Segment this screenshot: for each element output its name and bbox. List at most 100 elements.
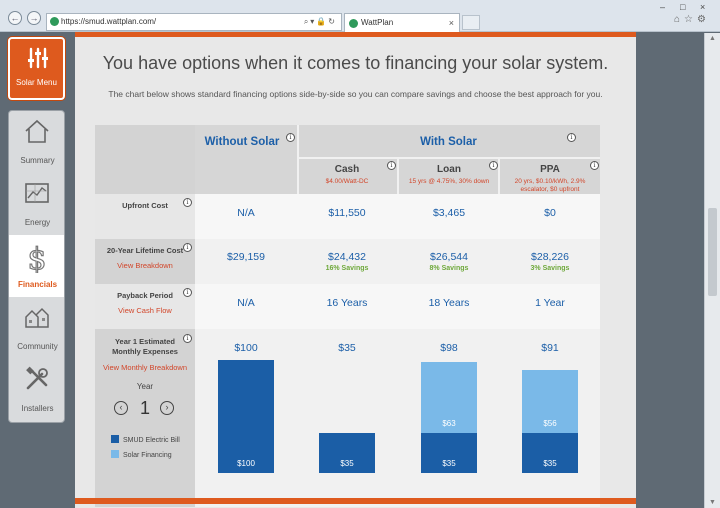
scroll-thumb[interactable]: [708, 208, 717, 296]
year-selector: ‹ 1 ›: [114, 398, 176, 418]
bar-value-label: $35: [421, 459, 477, 468]
page-description: The chart below shows standard financing…: [100, 88, 611, 100]
scroll-down-icon[interactable]: ▼: [709, 499, 716, 506]
bar-financing-loan: $63: [421, 362, 477, 433]
sliders-icon: [26, 46, 50, 70]
bar-electric-ppa: $35: [522, 433, 578, 473]
bottom-accent-bar: [75, 498, 636, 504]
monthly-loan: $98: [399, 342, 499, 354]
prev-year-button[interactable]: ‹: [114, 401, 128, 415]
info-icon[interactable]: i: [183, 288, 192, 297]
info-icon[interactable]: i: [567, 133, 576, 142]
legend-electric-bill: SMUD Electric Bill: [111, 435, 180, 444]
bar-value-label: $63: [421, 419, 477, 428]
lifetime-cash: $24,432: [297, 251, 397, 263]
bar-electric-loan: $35: [421, 433, 477, 473]
tab-favicon: [349, 19, 358, 28]
year-label: Year: [95, 382, 195, 391]
sidebar-item-installers[interactable]: Installers: [9, 359, 65, 421]
top-accent-bar: [75, 32, 636, 37]
address-tools-icon[interactable]: ⌕▾🔒↻: [304, 14, 337, 30]
monthly-without: $100: [196, 342, 296, 354]
payback-cash: 16 Years: [297, 297, 397, 309]
tab-close-icon[interactable]: ×: [449, 14, 454, 32]
community-icon: [23, 303, 51, 331]
header-without-solar: Without Solar: [199, 136, 285, 148]
view-cash-flow-link[interactable]: View Cash Flow: [95, 306, 195, 315]
payback-without: N/A: [196, 297, 296, 309]
lifetime-without: $29,159: [196, 251, 296, 263]
legend-label: SMUD Electric Bill: [123, 437, 180, 444]
legend-solar-financing: Solar Financing: [111, 450, 172, 459]
sidebar-item-label: Energy: [9, 218, 65, 227]
info-icon[interactable]: i: [590, 161, 599, 170]
upfront-ppa: $0: [500, 207, 600, 219]
browser-chrome: ← → https://smud.wattplan.com/ ⌕▾🔒↻ Watt…: [0, 0, 720, 32]
solar-menu-button[interactable]: Solar Menu: [8, 37, 65, 100]
tools-icon: [23, 365, 51, 393]
header-with-solar: With Solar: [297, 136, 600, 148]
header-ppa: PPA: [500, 164, 600, 175]
minimize-icon[interactable]: –: [660, 2, 665, 12]
lifetime-ppa: $28,226: [500, 251, 600, 263]
sidebar-item-label: Installers: [9, 404, 65, 413]
tab-title: WattPlan: [361, 18, 393, 27]
legend-swatch-financing: [111, 450, 119, 458]
view-monthly-breakdown-link[interactable]: View Monthly Breakdown: [93, 363, 197, 372]
new-tab-button[interactable]: [462, 15, 480, 30]
next-year-button[interactable]: ›: [160, 401, 174, 415]
bar-value-label: $35: [319, 459, 375, 468]
upfront-cash: $11,550: [297, 207, 397, 219]
back-button[interactable]: ←: [8, 11, 22, 25]
bar-financing-ppa: $56: [522, 370, 578, 433]
address-bar[interactable]: https://smud.wattplan.com/ ⌕▾🔒↻: [46, 13, 342, 31]
label-payback-period: Payback Period: [95, 291, 195, 301]
legend-swatch-electric: [111, 435, 119, 443]
sidebar-item-energy[interactable]: Energy: [9, 173, 65, 235]
sidebar-item-label: Community: [9, 342, 65, 351]
sidebar-item-summary[interactable]: Summary: [9, 111, 65, 173]
browser-tab[interactable]: WattPlan ×: [344, 13, 460, 32]
scroll-up-icon[interactable]: ▲: [709, 35, 716, 42]
info-icon[interactable]: i: [286, 133, 295, 142]
info-icon[interactable]: i: [387, 161, 396, 170]
url-text: https://smud.wattplan.com/: [61, 17, 156, 26]
scrollbar[interactable]: ▲ ▼: [704, 33, 720, 508]
label-upfront-cost: Upfront Cost: [95, 201, 195, 211]
label-monthly-expenses: Year 1 Estimated Monthly Expenses: [101, 337, 189, 357]
bar-electric-without-solar: $100: [218, 360, 274, 473]
ppa-terms: 20 yrs, $0.10/kWh, 2.9% escalator, $0 up…: [510, 178, 590, 194]
bar-value-label: $56: [522, 419, 578, 428]
info-icon[interactable]: i: [183, 243, 192, 252]
cash-savings: 16% Savings: [297, 265, 397, 272]
maximize-icon[interactable]: □: [680, 2, 685, 12]
browser-tools-icon[interactable]: ⌂☆⚙: [674, 14, 710, 25]
ppa-savings: 3% Savings: [500, 265, 600, 272]
info-icon[interactable]: i: [489, 161, 498, 170]
upfront-without: N/A: [196, 207, 296, 219]
sidebar-item-community[interactable]: Community: [9, 297, 65, 359]
year-value: 1: [134, 398, 156, 419]
sidebar-item-financials[interactable]: $ Financials: [9, 235, 65, 297]
dollar-icon: $: [23, 241, 51, 273]
monthly-cash: $35: [297, 342, 397, 354]
house-icon: [23, 117, 51, 145]
payback-ppa: 1 Year: [500, 297, 600, 309]
solar-menu-label: Solar Menu: [10, 78, 63, 87]
bar-electric-cash: $35: [319, 433, 375, 473]
sidebar-item-label: Summary: [9, 156, 65, 165]
payback-loan: 18 Years: [399, 297, 499, 309]
svg-text:$: $: [27, 242, 46, 273]
header-cash: Cash: [297, 164, 397, 175]
close-window-icon[interactable]: ×: [700, 2, 705, 12]
info-icon[interactable]: i: [183, 334, 192, 343]
header-loan: Loan: [399, 164, 499, 175]
legend-label: Solar Financing: [123, 452, 172, 459]
monthly-ppa: $91: [500, 342, 600, 354]
loan-terms: 15 yrs @ 4.75%, 30% down: [399, 178, 499, 186]
forward-button[interactable]: →: [27, 11, 41, 25]
view-breakdown-link[interactable]: View Breakdown: [95, 261, 195, 270]
page-title: You have options when it comes to financ…: [75, 53, 636, 74]
info-icon[interactable]: i: [183, 198, 192, 207]
cash-terms: $4.00/Watt-DC: [297, 178, 397, 186]
